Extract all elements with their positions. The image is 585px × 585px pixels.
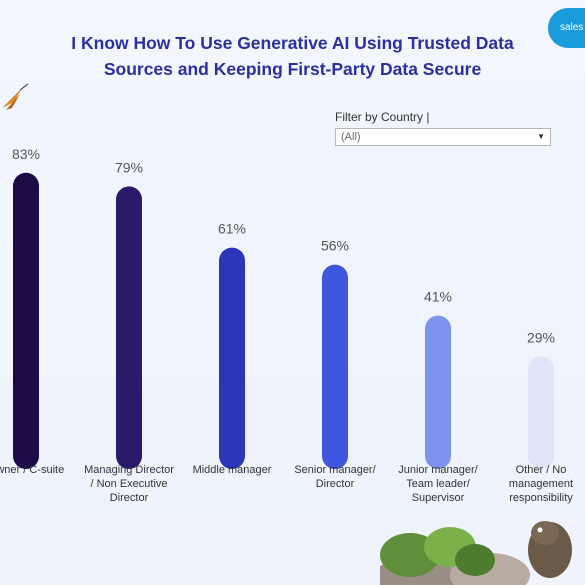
bar-5 (528, 356, 554, 469)
bar-4 (425, 315, 451, 469)
value-label-3: 56% (321, 238, 349, 254)
salesforce-logo: sales (548, 8, 585, 48)
bar-2 (219, 247, 245, 469)
value-label-1: 79% (115, 159, 143, 175)
bar-1 (116, 186, 142, 469)
value-label-4: 41% (424, 289, 452, 305)
category-label-0: Owner / C-suite (0, 464, 64, 476)
country-filter-dropdown[interactable]: (All) ▼ (335, 128, 551, 146)
category-label-4: Junior manager/Team leader/Supervisor (398, 464, 478, 504)
bar-3 (322, 264, 348, 469)
value-label-5: 29% (527, 329, 555, 345)
foliage-illustration (380, 521, 572, 585)
value-label-2: 61% (218, 221, 246, 237)
category-label-1: Managing Director / Non Executive Director (84, 464, 174, 504)
category-label-2: Middle manager (193, 464, 272, 476)
chart-title-line-1: I Know How To Use Generative AI Using Tr… (71, 33, 514, 53)
country-filter-value: (All) (341, 131, 361, 143)
value-label-0: 83% (12, 146, 40, 162)
chart-title-line-2: Sources and Keeping First-Party Data Sec… (103, 59, 482, 79)
dropdown-arrow-icon: ▼ (537, 132, 545, 141)
category-label-5: Other / No management responsibility (509, 464, 573, 504)
bar-0 (13, 172, 39, 470)
category-label-3: Senior manager/Director (294, 464, 376, 490)
hummingbird-illustration (2, 83, 29, 110)
filter-by-country-label: Filter by Country | (335, 110, 430, 124)
chart-title: I Know How To Use Generative AI Using Tr… (0, 30, 585, 82)
